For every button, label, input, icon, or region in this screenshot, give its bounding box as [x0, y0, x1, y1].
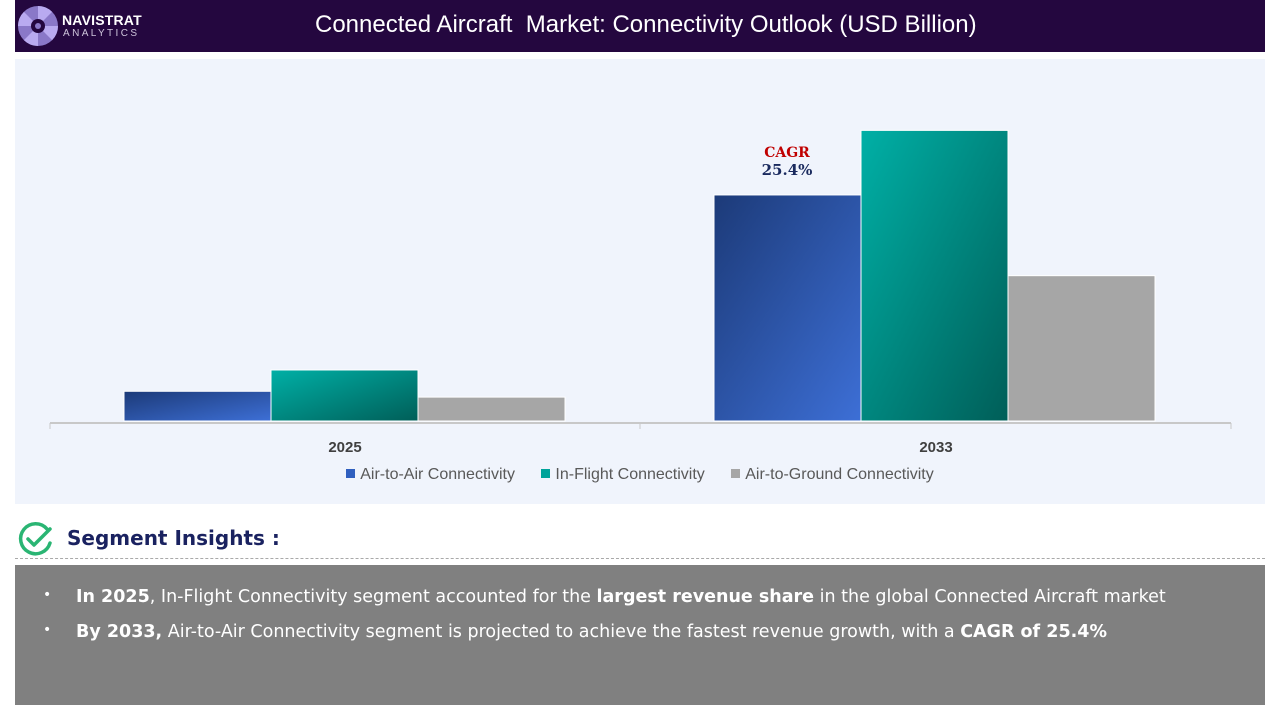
- brand-subtitle: ANALYTICS: [63, 28, 140, 39]
- bullet-dot: •: [43, 622, 52, 638]
- insight-run: Air-to-Air Connectivity segment is proje…: [162, 622, 961, 642]
- bar-chart: [49, 129, 1232, 429]
- insights-box: • In 2025, In-Flight Connectivity segmen…: [15, 565, 1265, 705]
- legend-swatch: [541, 469, 551, 478]
- legend-item-air-to-ground: Air-to-Ground Connectivity: [731, 466, 934, 484]
- cagr-value: 25.4%: [761, 161, 813, 179]
- page-title: Connected Aircraft Market: Connectivity …: [315, 11, 977, 38]
- header-bar: NAVISTRAT ANALYTICS Connected Aircraft M…: [15, 0, 1265, 52]
- x-tick-label-2033: 2033: [919, 439, 953, 456]
- insight-emphasis: In 2025: [76, 587, 150, 607]
- bar-air-to-air-connectivity-2025: [123, 390, 272, 422]
- legend-label: In-Flight Connectivity: [555, 466, 705, 483]
- legend-swatch: [731, 469, 741, 478]
- cagr-label: CAGR: [764, 145, 810, 161]
- insight-emphasis: By 2033,: [76, 622, 163, 642]
- insight-text: In 2025, In-Flight Connectivity segment …: [76, 587, 1166, 607]
- bar-air-to-ground-connectivity-2033: [1007, 275, 1156, 422]
- section-divider: [15, 558, 1265, 559]
- segment-insights-title: Segment Insights :: [67, 526, 280, 550]
- insight-emphasis: largest revenue share: [596, 587, 815, 607]
- insight-emphasis: CAGR of 25.4%: [960, 622, 1107, 642]
- insight-run: , In-Flight Connectivity segment account…: [149, 587, 597, 607]
- insight-text: By 2033, Air-to-Air Connectivity segment…: [76, 622, 1107, 642]
- legend-label: Air-to-Air Connectivity: [360, 466, 515, 483]
- navistrat-logo-icon: [18, 6, 58, 46]
- x-tick-label-2025: 2025: [328, 439, 362, 456]
- chart-panel: CAGR 25.4% 2025 2033 Air-to-Air Connecti…: [15, 59, 1265, 504]
- chart-legend: Air-to-Air Connectivity In-Flight Connec…: [15, 466, 1265, 484]
- insight-run: in the global Connected Aircraft market: [814, 587, 1166, 607]
- legend-swatch: [346, 469, 356, 478]
- legend-item-air-to-air: Air-to-Air Connectivity: [346, 466, 515, 484]
- legend-label: Air-to-Ground Connectivity: [745, 466, 934, 483]
- brand-name: NAVISTRAT: [62, 12, 142, 28]
- bar-air-to-air-connectivity-2033: [713, 194, 862, 422]
- bar-in-flight-connectivity-2025: [270, 369, 419, 422]
- legend-item-in-flight: In-Flight Connectivity: [541, 466, 705, 484]
- bar-in-flight-connectivity-2033: [860, 129, 1009, 422]
- bar-air-to-ground-connectivity-2025: [417, 396, 566, 422]
- bullet-dot: •: [43, 587, 52, 603]
- check-circle-icon: [18, 522, 52, 556]
